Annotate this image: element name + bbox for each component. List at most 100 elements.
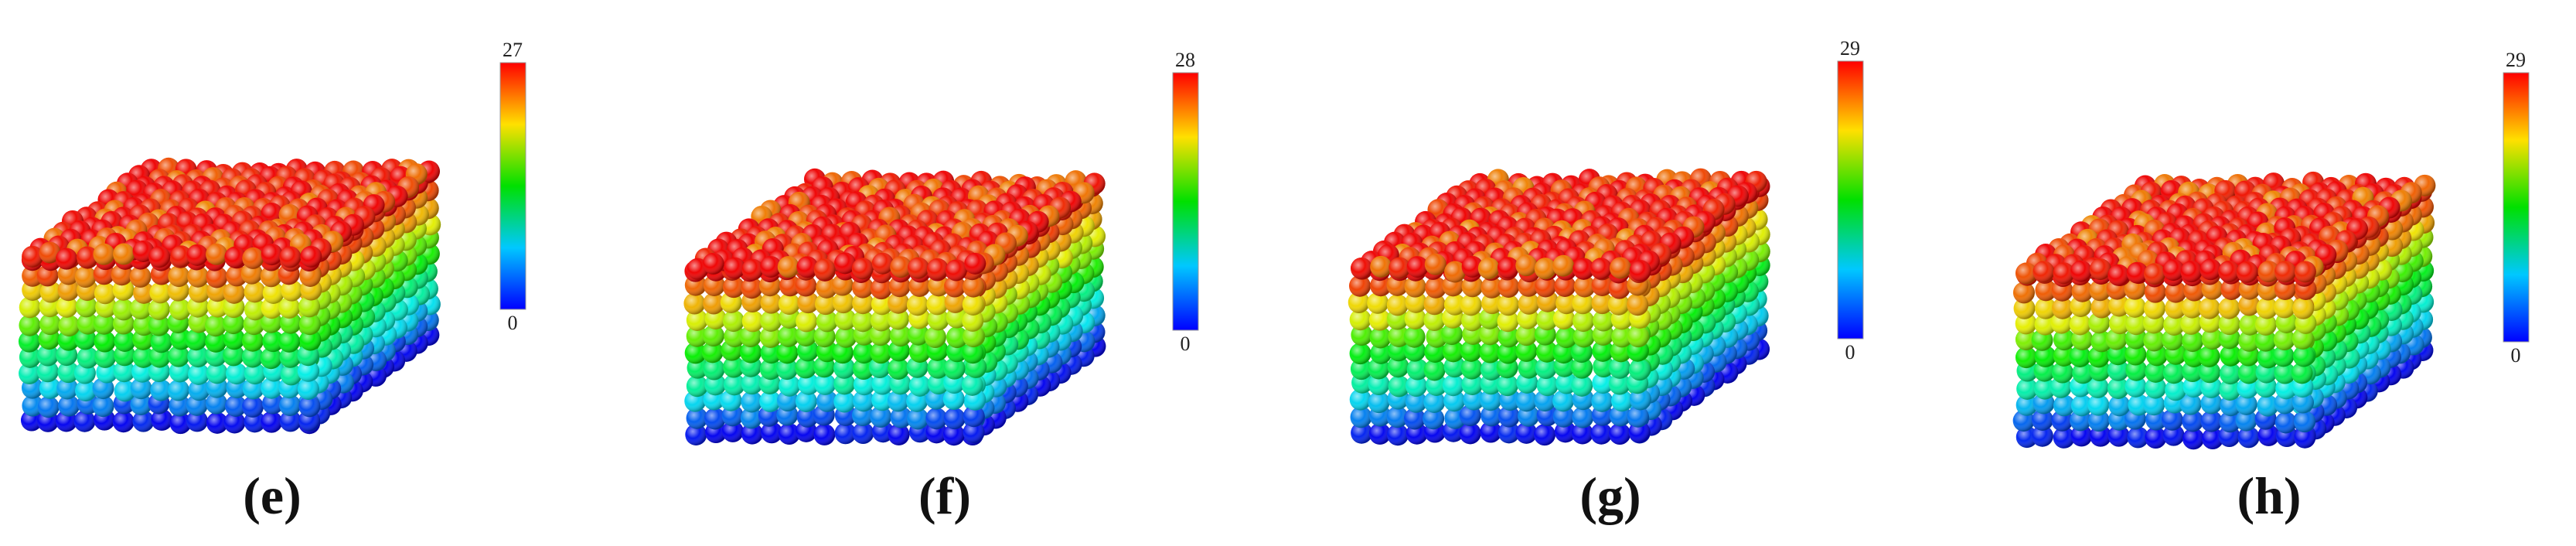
- particle-shade: [1515, 390, 1538, 412]
- particle-shade: [942, 387, 965, 410]
- particle-shade: [740, 407, 762, 429]
- particle-shade: [300, 245, 322, 268]
- particle-shade: [19, 296, 41, 319]
- particle-shade: [724, 257, 746, 279]
- particle-shade: [963, 421, 985, 443]
- particle-shade: [1481, 404, 1503, 427]
- particle-shade: [280, 363, 302, 386]
- particle-shade: [685, 423, 707, 445]
- colorbar-max: 29: [1840, 37, 1860, 60]
- particle-shade: [94, 346, 117, 368]
- particle-shade: [777, 256, 799, 278]
- particle-shade: [1608, 277, 1630, 299]
- particle-shade: [1571, 374, 1593, 397]
- particle-shade: [1536, 374, 1559, 397]
- panel-label: (e): [243, 466, 301, 525]
- particle-shade: [1590, 422, 1613, 445]
- particle-shade: [686, 325, 708, 347]
- particle-shade: [741, 258, 764, 281]
- particle-shade: [778, 293, 800, 316]
- particle-shade: [2274, 411, 2297, 434]
- particle-shade: [75, 295, 97, 318]
- particle-shade: [1533, 424, 1555, 446]
- particle-shade: [1627, 405, 1649, 428]
- particle-shade: [1518, 292, 1540, 315]
- particle-shade: [2144, 263, 2166, 285]
- particle-shade: [244, 281, 266, 303]
- particle-shade: [1591, 390, 1613, 412]
- particle-shade: [833, 391, 856, 413]
- particle-shade: [1611, 390, 1634, 412]
- particle-shade: [852, 422, 874, 445]
- particle-shade: [925, 408, 948, 430]
- particle-shade: [1442, 374, 1464, 397]
- particle-shade: [1518, 357, 1540, 379]
- particle-shade: [776, 342, 799, 364]
- particle-shade: [907, 257, 929, 279]
- particle-shade: [242, 395, 264, 418]
- particle-shade: [906, 294, 929, 316]
- particle-shade: [816, 310, 838, 333]
- particle-shade: [113, 360, 135, 383]
- particle-shade: [871, 293, 893, 316]
- particle-shade: [1350, 257, 1372, 279]
- particle-shade: [1404, 275, 1426, 298]
- particle-shade: [167, 379, 189, 401]
- particle-shade: [206, 362, 228, 384]
- particle-shade: [1536, 309, 1559, 331]
- particle-shade: [93, 243, 115, 265]
- particle-shade: [77, 312, 99, 335]
- particle-shade: [1406, 358, 1429, 380]
- particle-shade: [1349, 309, 1371, 331]
- colorbar-min: 0: [2511, 344, 2521, 367]
- particle-shade: [1515, 254, 1538, 277]
- particle-shade: [1608, 373, 1630, 395]
- particle-shade: [39, 281, 62, 303]
- particle-shade: [281, 279, 303, 302]
- particle-shade: [888, 423, 910, 445]
- particle-shade: [835, 326, 857, 348]
- particle-shade: [1629, 388, 1651, 411]
- particle-shade: [853, 390, 875, 412]
- particle-shade: [94, 330, 116, 353]
- particle-shade: [1536, 340, 1559, 363]
- particle-shade: [278, 296, 301, 319]
- particle-packing: [683, 168, 1106, 446]
- particle-shade: [1423, 408, 1445, 430]
- particle-packing: [1348, 168, 1770, 446]
- particle-shade: [56, 295, 78, 318]
- particle-shade: [57, 279, 80, 302]
- particle-shade: [1460, 357, 1483, 380]
- particle-shade: [942, 424, 965, 446]
- particle-shade: [759, 326, 782, 348]
- particle-shade: [704, 408, 726, 430]
- particle-shade: [150, 379, 172, 401]
- particle-shade: [2070, 260, 2092, 282]
- particle-shade: [760, 309, 782, 332]
- panel-label: (g): [1579, 466, 1641, 525]
- particle-shade: [684, 342, 707, 364]
- particle-shade: [1388, 375, 1410, 398]
- particle-shade: [168, 345, 190, 367]
- particle-shade: [2292, 297, 2315, 319]
- particle-shade: [1388, 325, 1410, 347]
- particle-shade: [223, 282, 245, 304]
- particle-shade: [1592, 340, 1614, 362]
- particle-shade: [795, 390, 817, 412]
- particle-shade: [701, 341, 724, 363]
- particle-shade: [169, 394, 191, 417]
- particle-shade: [297, 360, 319, 382]
- particle-shade: [75, 380, 97, 402]
- particle-shade: [186, 244, 209, 266]
- panel-label: (f): [918, 466, 971, 525]
- particle-shade: [759, 390, 782, 412]
- particle-shade: [1628, 359, 1651, 381]
- particle-shade: [1370, 255, 1392, 278]
- particle-shade: [853, 342, 875, 364]
- particle-shade: [926, 293, 949, 316]
- particle-shade: [169, 412, 192, 435]
- particle-shade: [1535, 357, 1557, 380]
- particle-shade: [22, 264, 44, 287]
- particle-shade: [2294, 411, 2316, 433]
- particle-shade: [261, 244, 283, 266]
